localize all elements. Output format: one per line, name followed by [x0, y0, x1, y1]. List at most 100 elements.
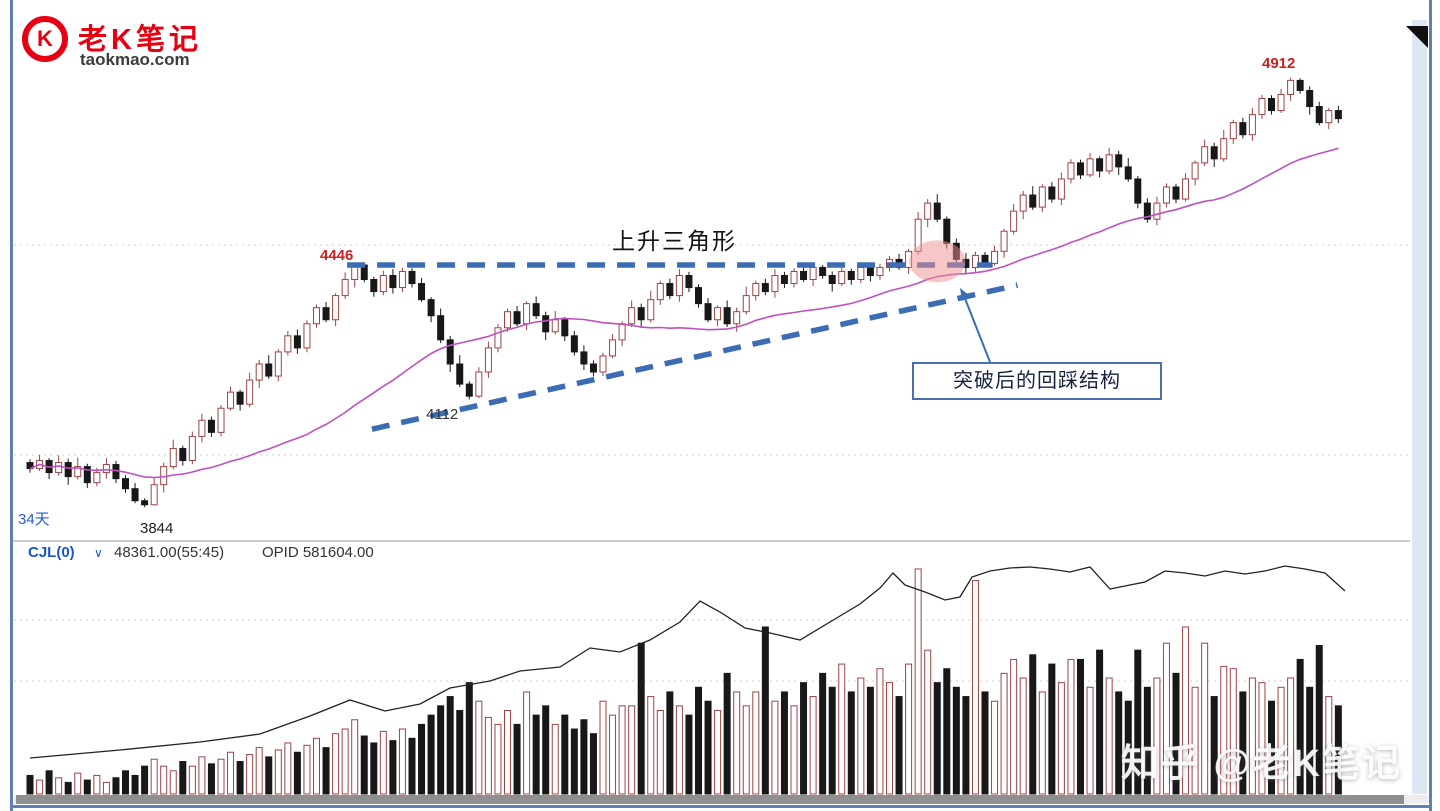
candle-body — [1153, 202, 1161, 220]
candle-body — [800, 270, 808, 281]
candle-body — [74, 466, 82, 478]
callout-text: 突破后的回踩结构 — [953, 370, 1121, 392]
candle-body — [198, 419, 206, 437]
volume-bar — [1172, 672, 1180, 795]
volume-bar — [637, 642, 645, 795]
candle-body — [217, 407, 225, 433]
chevron-down-icon[interactable]: ∨ — [94, 546, 103, 560]
volume-bar — [790, 705, 798, 795]
volume-bar — [685, 714, 693, 795]
candle-body — [695, 287, 702, 305]
volume-bar — [1306, 686, 1314, 795]
candle-body — [456, 363, 464, 385]
volume-bar — [589, 733, 597, 795]
brand-logo-letter: K — [37, 26, 53, 51]
candle-body — [284, 335, 292, 353]
volume-bar — [293, 751, 301, 795]
volume-bar — [809, 696, 817, 795]
candle-body — [780, 274, 788, 285]
volume-bar — [45, 770, 53, 795]
candle-body — [179, 447, 187, 462]
volume-bar — [217, 758, 225, 795]
candle-body — [1086, 158, 1094, 176]
volume-bar — [599, 700, 607, 795]
candle-body — [408, 270, 416, 285]
candle-body — [370, 279, 378, 293]
candle-body — [1067, 162, 1075, 180]
callout-arrow-line — [963, 295, 991, 363]
volume-bar — [227, 751, 235, 795]
indicator-name-dropdown[interactable]: CJL(0) — [28, 544, 75, 561]
candle-body — [207, 419, 215, 433]
price-label-4112: 4112 — [426, 406, 459, 423]
scroll-corner-triangle-icon[interactable] — [1406, 26, 1428, 48]
volume-bar — [723, 672, 731, 795]
volume-bar — [886, 682, 893, 795]
volume-bar — [828, 686, 836, 795]
volume-bar — [408, 737, 416, 795]
candle-body — [933, 202, 941, 220]
candle-body — [484, 347, 492, 373]
volume-bar — [991, 700, 999, 795]
candle-body — [1172, 186, 1180, 200]
volume-bar — [150, 758, 158, 795]
candle-body — [265, 363, 273, 377]
trendline-support — [371, 282, 1019, 432]
candle-body — [122, 478, 129, 490]
candle-body — [1182, 178, 1190, 200]
volume-bar — [303, 744, 311, 795]
volume-bar — [742, 705, 750, 795]
volume-bar — [819, 672, 827, 795]
volume-bar — [570, 728, 578, 795]
volume-bar — [1162, 642, 1170, 795]
volume-bar — [1220, 665, 1228, 795]
candle-body — [809, 266, 817, 281]
candle-body — [169, 447, 177, 468]
horizontal-scrollbar-thumb[interactable] — [16, 795, 1404, 804]
volume-bar — [780, 691, 788, 795]
candle-body — [446, 339, 454, 365]
volume-bar — [179, 761, 187, 795]
volume-bar — [1191, 686, 1199, 795]
volume-bar — [83, 779, 91, 795]
brand-logo-icon: K — [22, 16, 68, 62]
volume-bar — [551, 723, 559, 795]
candle-body — [637, 307, 645, 321]
volume-bar — [523, 691, 531, 795]
volume-bar — [475, 700, 483, 795]
candle-body — [1019, 194, 1027, 212]
volume-bar — [198, 756, 206, 795]
volume-bar — [895, 696, 903, 795]
volume-bar — [55, 777, 63, 795]
ma-line — [29, 147, 1339, 479]
candle-body — [1258, 97, 1266, 116]
candle-body — [255, 363, 263, 381]
price-label-4912: 4912 — [1262, 55, 1296, 72]
candle-body — [771, 274, 779, 293]
volume-bar — [207, 763, 215, 795]
volume-bar — [265, 756, 273, 795]
indicator-value: 48361.00(55:45) — [114, 544, 225, 561]
candle-body — [1096, 158, 1104, 172]
candle-body — [341, 279, 349, 297]
volume-bar — [102, 781, 110, 795]
candle-body — [188, 435, 196, 462]
volume-bar — [704, 700, 712, 795]
volume-bar — [112, 777, 120, 795]
vertical-scrollbar[interactable] — [1412, 20, 1427, 794]
volume-bar — [160, 765, 168, 795]
volume-bar — [628, 705, 636, 795]
candle-body — [1191, 162, 1199, 180]
volume-bar — [1268, 700, 1275, 795]
volume-bar — [1105, 677, 1113, 795]
volume-bar — [561, 714, 569, 795]
candle-body — [570, 335, 578, 353]
candle-body — [733, 311, 741, 325]
candle-body — [876, 266, 884, 276]
volume-bar — [341, 728, 349, 795]
candle-body — [599, 355, 607, 373]
volume-bar — [437, 705, 445, 795]
candle-body — [1277, 93, 1285, 112]
